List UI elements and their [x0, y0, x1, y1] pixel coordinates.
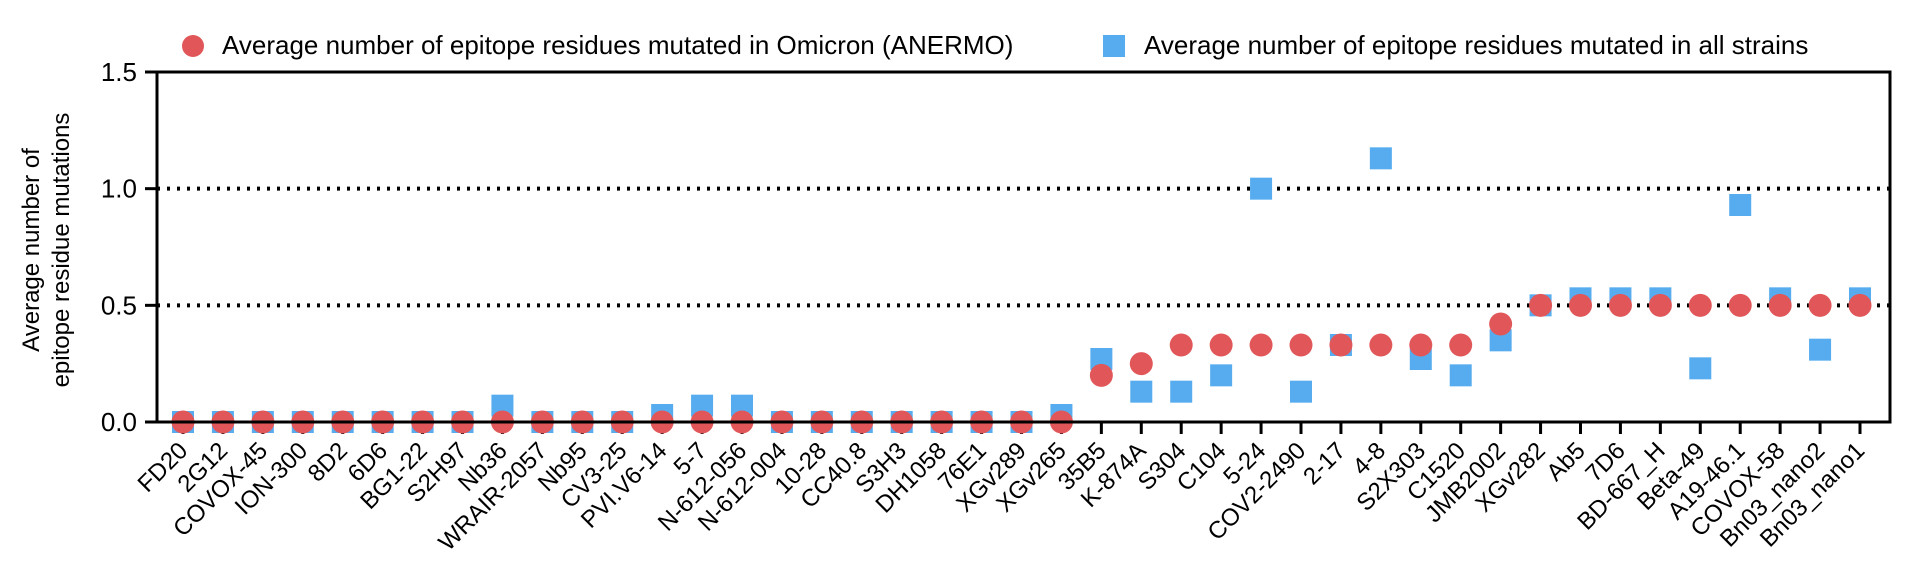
- point-all-strains: [1250, 177, 1273, 200]
- y-tick-label: 0.5: [101, 290, 137, 320]
- point-all-strains: [491, 394, 514, 417]
- legend-label-anermo: Average number of epitope residues mutat…: [222, 30, 1013, 60]
- point-anermo: [1289, 333, 1313, 357]
- x-axis: FD202G12COVOX-45ION-3008D26D6BG1-22S2H97…: [133, 422, 1870, 556]
- legend: Average number of epitope residues mutat…: [182, 30, 1808, 60]
- point-anermo: [1728, 293, 1752, 317]
- legend-label-all-strains: Average number of epitope residues mutat…: [1144, 30, 1808, 60]
- point-anermo: [1489, 312, 1513, 336]
- point-all-strains: [1489, 329, 1512, 352]
- legend-marker-all-strains: [1103, 35, 1125, 57]
- data-points: [171, 147, 1872, 434]
- point-anermo: [1569, 293, 1592, 317]
- point-anermo: [1129, 352, 1153, 376]
- point-anermo: [1688, 293, 1712, 317]
- point-all-strains: [1090, 348, 1113, 370]
- y-tick-label: 1.5: [101, 57, 137, 87]
- point-anermo: [1169, 333, 1193, 357]
- y-tick-label: 0.0: [101, 407, 137, 437]
- point-all-strains: [731, 394, 753, 417]
- point-anermo: [1329, 333, 1353, 357]
- point-anermo: [1409, 333, 1433, 357]
- legend-marker-anermo: [182, 35, 204, 57]
- x-tick-label: 2-17: [1298, 437, 1351, 490]
- point-all-strains: [1449, 364, 1472, 387]
- point-all-strains: [1130, 380, 1153, 403]
- point-all-strains: [1210, 364, 1233, 387]
- y-axis-title-line1: Average number of: [18, 148, 45, 352]
- y-axis-title-line2: epitope residue mutations: [48, 113, 75, 388]
- point-anermo: [1089, 363, 1113, 387]
- point-all-strains: [1369, 147, 1392, 170]
- y-axis: 0.0 0.5 1.0 1.5: [101, 57, 157, 437]
- point-all-strains: [691, 394, 714, 417]
- point-all-strains: [1689, 357, 1712, 380]
- x-tick-label: Ab5: [1541, 437, 1590, 486]
- point-all-strains: [1290, 380, 1312, 403]
- point-anermo: [1369, 333, 1393, 357]
- point-anermo: [1608, 293, 1632, 317]
- point-anermo: [1529, 293, 1553, 317]
- point-anermo: [1249, 333, 1273, 357]
- point-anermo: [1449, 333, 1473, 357]
- point-anermo: [1648, 293, 1672, 317]
- point-anermo: [1768, 293, 1792, 317]
- y-tick-label: 1.0: [101, 174, 137, 204]
- point-all-strains: [1170, 380, 1193, 403]
- point-anermo: [1848, 293, 1872, 317]
- point-all-strains: [1729, 194, 1752, 216]
- x-tick-label: 8D2: [303, 437, 353, 487]
- plot-frame: [155, 70, 1892, 424]
- point-all-strains: [1809, 338, 1832, 361]
- point-anermo: [1808, 293, 1832, 317]
- point-anermo: [1209, 333, 1233, 357]
